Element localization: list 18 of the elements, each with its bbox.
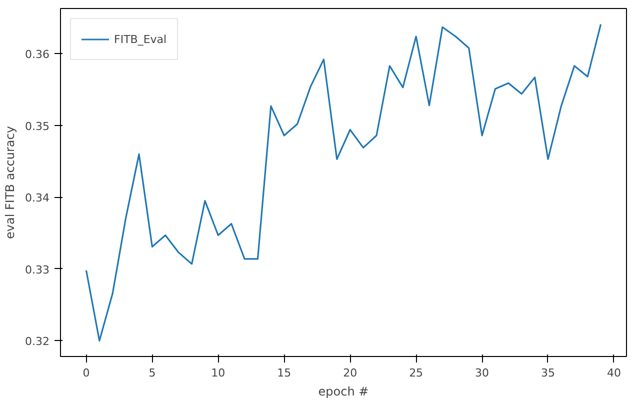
line-series [85,23,602,342]
y-tick-label: 0.35 [25,120,50,133]
x-tick-label: 35 [541,366,555,380]
y-tick-label: 0.32 [25,335,50,348]
y-axis-title: eval FITB accuracy [3,126,18,239]
x-tick-label: 15 [277,366,292,380]
x-tick-label: 10 [211,366,226,380]
y-tick-label: 0.33 [25,263,50,276]
y-tick-label: 0.34 [25,192,50,205]
x-tick-label: 25 [409,366,424,380]
x-tick-label: 5 [148,366,156,380]
x-tick-label: 30 [475,366,490,380]
y-tick-label: 0.36 [25,48,50,62]
x-tick-label: 20 [343,366,358,380]
x-tick-label: 40 [606,366,621,380]
x-axis-title: epoch # [318,384,369,398]
legend-label: FITB_Eval [114,32,167,46]
x-tick-label: 0 [82,366,90,380]
